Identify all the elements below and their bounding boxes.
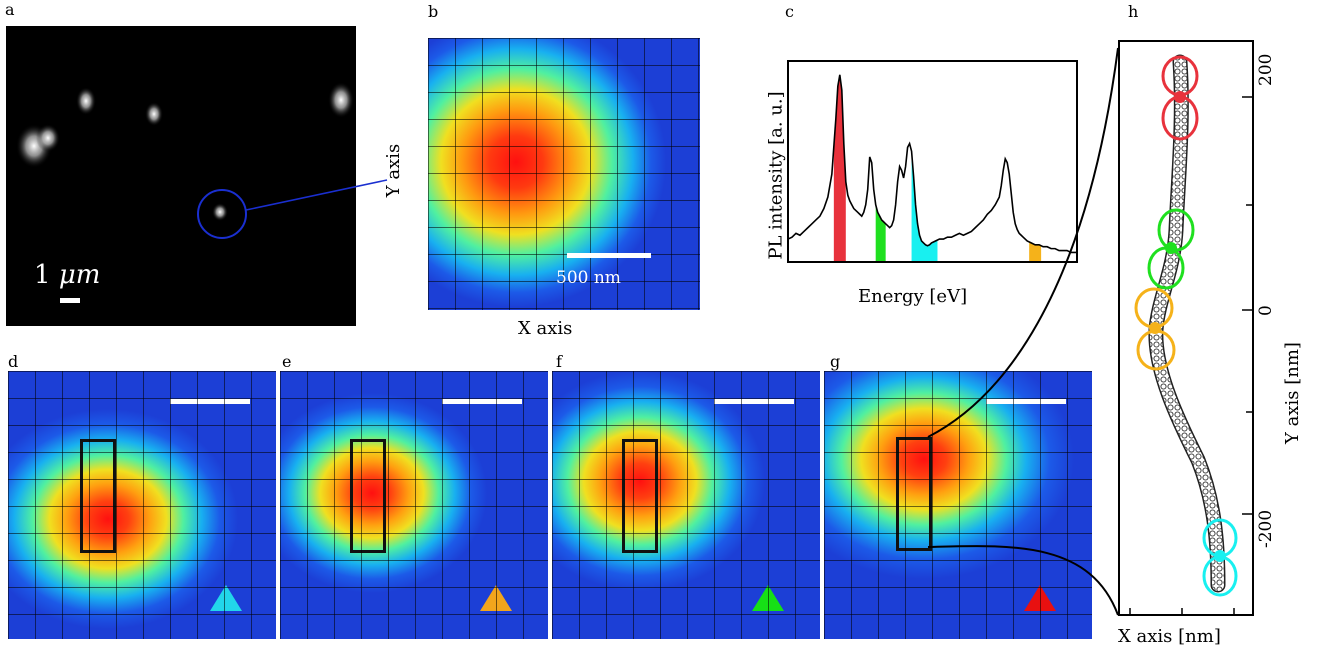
panel-c-xlabel: Energy [eV]	[858, 286, 968, 307]
panel-g-scale-bar	[986, 399, 1066, 404]
emitter-spot	[76, 87, 96, 115]
spectrum-band-3	[1029, 241, 1042, 262]
spectrum-band-1	[875, 204, 886, 262]
green-center-dot	[1165, 242, 1177, 254]
panel-a-label: a	[5, 0, 15, 19]
panel-e-label: e	[282, 352, 292, 371]
panel-d-scale-bar	[170, 399, 250, 404]
spectrum-band-2	[911, 151, 938, 262]
panel-f-label: f	[556, 352, 562, 371]
panel-e-region-box	[350, 439, 386, 553]
panel-b-xlabel: X axis	[518, 318, 573, 339]
panel-b-label: b	[428, 2, 439, 21]
panel-h-tick-200: 200	[1256, 53, 1276, 86]
panel-b-map	[428, 38, 700, 310]
panel-f-triangle-marker	[752, 585, 784, 611]
panel-f-map	[552, 371, 820, 639]
panel-f-scale-bar	[714, 399, 794, 404]
panel-f-region-box	[622, 439, 658, 553]
panel-c-spectrum	[787, 60, 1078, 263]
panel-e-scale-bar	[442, 399, 522, 404]
cyan-center-dot	[1214, 550, 1226, 562]
emitter-spot	[212, 203, 228, 221]
panel-h-nanotube	[1118, 40, 1254, 616]
panel-h-ylabel: Y axis [nm]	[1282, 342, 1303, 444]
panel-b-scale-text: 500 nm	[556, 268, 621, 288]
emitter-spot	[36, 124, 60, 152]
panel-g-map	[824, 371, 1092, 639]
panel-a-image	[6, 26, 356, 326]
red-center-dot	[1174, 91, 1186, 103]
emitter-spot	[328, 82, 354, 118]
panel-h-label: h	[1128, 2, 1139, 21]
spectrum-line	[787, 74, 1077, 254]
panel-h-tick-neg200: -200	[1256, 509, 1276, 548]
panel-a-scale-text: 1 μm	[34, 260, 101, 290]
panel-b-scale-bar	[567, 253, 651, 258]
spectrum-frame	[787, 60, 1078, 263]
panel-c-label: c	[785, 2, 794, 21]
orange-center-dot	[1149, 322, 1161, 334]
panel-g-triangle-marker	[1024, 585, 1056, 611]
panel-d-label: d	[8, 352, 19, 371]
panel-e-map	[280, 371, 548, 639]
emitter-spot	[145, 102, 163, 126]
panel-h-xlabel: X axis [nm]	[1118, 626, 1221, 647]
panel-e-triangle-marker	[480, 585, 512, 611]
selected-emitter-circle	[197, 189, 247, 239]
panel-d-triangle-marker	[210, 585, 242, 611]
panel-a-scale-bar	[60, 298, 80, 303]
panel-h-tick-0: 0	[1256, 305, 1276, 316]
panel-d-map	[8, 371, 276, 639]
panel-g-region-box	[896, 437, 932, 551]
panel-d-region-box	[80, 439, 116, 553]
panel-g-label: g	[830, 352, 841, 371]
